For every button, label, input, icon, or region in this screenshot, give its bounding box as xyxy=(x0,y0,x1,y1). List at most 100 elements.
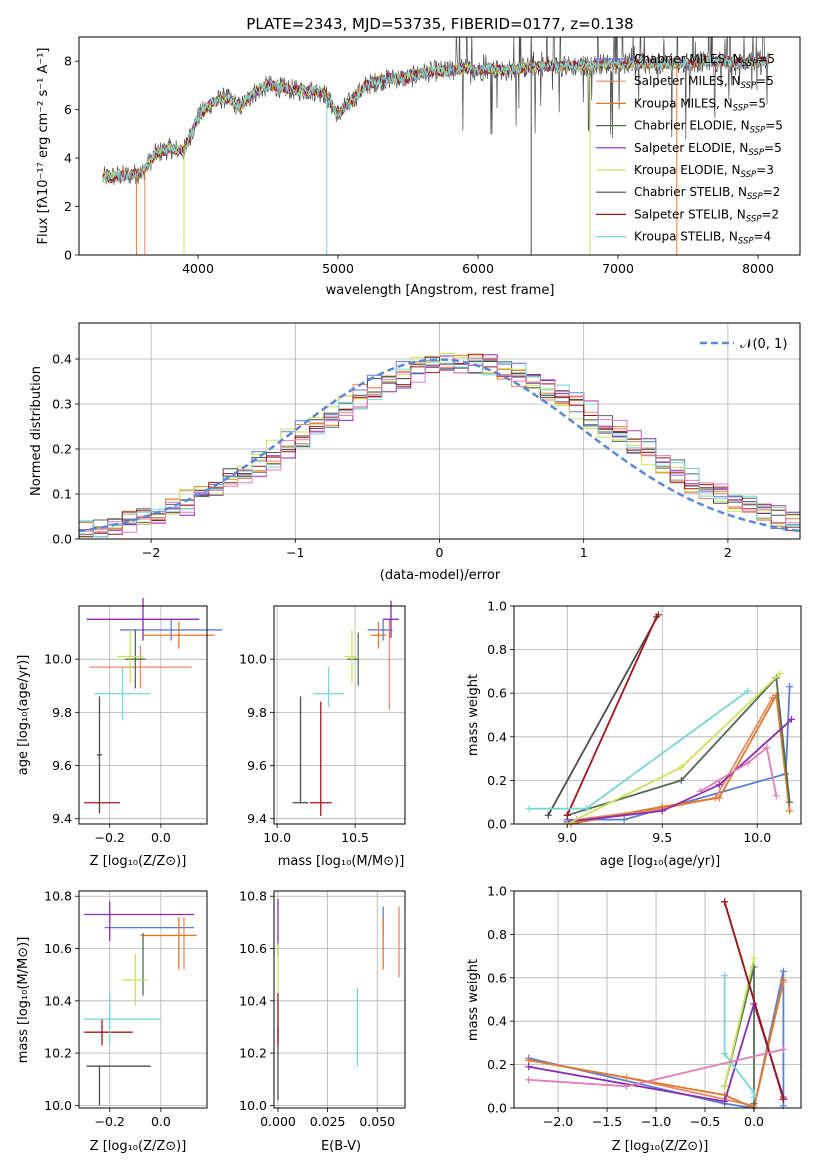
spectrum-ylabel: Flux [fλ10⁻¹⁷ erg cm⁻² s⁻¹ A⁻¹] xyxy=(36,48,51,245)
errorbar-point xyxy=(370,621,387,649)
mass-weight-point xyxy=(787,715,795,723)
y-tick-label: 9.6 xyxy=(247,758,267,773)
mass-weight-point xyxy=(786,683,794,691)
residuals-xlabel: (data-model)/error xyxy=(380,568,501,583)
y-tick-label: 10.4 xyxy=(239,993,267,1008)
x-tick-label: 10.0 xyxy=(743,830,771,845)
errorbar-point xyxy=(143,621,215,649)
y-tick-label: 0 xyxy=(64,248,72,263)
errorbar-point xyxy=(84,901,195,941)
errorbar-point xyxy=(89,645,192,689)
mass-weight-point xyxy=(715,794,723,802)
x-tick-label: −1 xyxy=(286,545,304,560)
y-tick-label: 0.8 xyxy=(487,642,507,657)
residuals-panel: −2 −1 0 1 2 0.0 0.1 0.2 0.3 0.4 (data-model)/erro… xyxy=(29,322,801,583)
x-tick-label: 0 xyxy=(436,545,444,560)
x-tick-label: −0.5 xyxy=(690,1114,720,1129)
mass-weight-point xyxy=(582,805,590,813)
mass-weight-point xyxy=(696,787,704,795)
errorbar-point xyxy=(309,701,332,817)
mass-weight-series xyxy=(723,958,755,1087)
y-tick-label: 0.2 xyxy=(487,1057,507,1072)
mass-weight-point xyxy=(653,613,661,621)
y-tick-label: 0.4 xyxy=(52,352,72,367)
errorbar-point xyxy=(86,1065,151,1106)
x-tick-label: 9.5 xyxy=(652,830,672,845)
mass-weight-point xyxy=(744,759,752,767)
y-tick-label: 10.2 xyxy=(44,1046,72,1061)
histogram-series xyxy=(79,357,800,533)
y-tick-label: 10.6 xyxy=(239,941,267,956)
y-tick-label: 0.2 xyxy=(487,773,507,788)
mass-weight-point xyxy=(779,967,787,975)
mass-weight-vs-Z-panel: −2.0 −1.5 −1.0 −0.5 0.0 0.0 0.2 0.4 0.6 0.8 1.0 Z … xyxy=(466,884,802,1154)
mass-weight-point xyxy=(721,1050,729,1058)
mass-weight-vs-age-panel: 9.0 9.5 10.0 0.0 0.2 0.4 0.6 0.8 1.0 age [log₁₀(… xyxy=(466,599,802,869)
spectrum-title: PLATE=2343, MJD=53735, FIBERID=0177, z=0… xyxy=(246,15,633,33)
x-tick-label: −2.0 xyxy=(543,1114,573,1129)
y-tick-label: 10.6 xyxy=(44,941,72,956)
x-tick-label: 0.050 xyxy=(359,1114,395,1129)
age-vs-mass-panel: 10.0 10.5 9.4 9.6 9.8 10.0 mass [log₁₀(M/M⊙)] xyxy=(239,600,406,869)
spectrum-panel: PLATE=2343, MJD=53735, FIBERID=0177, z=0… xyxy=(36,15,801,298)
x-tick-label: 0.0 xyxy=(151,1114,171,1129)
x-tick-label: −1.5 xyxy=(592,1114,622,1129)
mass-weight-point xyxy=(776,670,784,678)
y-tick-label: 10.0 xyxy=(239,1098,267,1113)
mass-weight-point xyxy=(525,1076,533,1084)
mass-weight-series xyxy=(567,718,793,823)
x-tick-label: 9.0 xyxy=(557,830,577,845)
x-tick-label: 10.0 xyxy=(263,830,291,845)
x-tick-label: 0.000 xyxy=(260,1114,296,1129)
y-tick-label: 0.4 xyxy=(487,729,507,744)
mass-weight-series xyxy=(699,746,778,796)
mass-weight-point xyxy=(721,972,729,980)
mass-weight-point xyxy=(658,807,666,815)
errorbar-point xyxy=(84,1019,133,1046)
histogram-series xyxy=(79,356,800,538)
mass-weight-point xyxy=(677,776,685,784)
y-tick-label: 6 xyxy=(64,102,72,117)
y-tick-label: 10.2 xyxy=(239,1046,267,1061)
y-tick-label: 4 xyxy=(64,151,72,166)
errorbar-point xyxy=(84,992,161,1046)
spectrum-xlabel: wavelength [Angstrom, rest frame] xyxy=(326,283,555,298)
errorbar-point xyxy=(119,619,223,641)
legend-entry: Salpeter STELIB, NSSP=2 xyxy=(634,207,779,224)
mass-weight-point xyxy=(786,807,794,815)
mass-weight-point xyxy=(563,811,571,819)
errorbar-point xyxy=(122,953,149,1007)
errorbar-point xyxy=(96,696,103,814)
y-tick-label: 0.8 xyxy=(487,927,507,942)
mass-weight-point xyxy=(721,898,729,906)
legend-entry: Chabrier STELIB, NSSP=2 xyxy=(634,185,780,202)
x-tick-label: −2 xyxy=(142,545,160,560)
mass-weight-series xyxy=(528,979,785,1110)
errorbar-point xyxy=(367,619,393,641)
mass-weight-vs-Z-xlabel: Z [log₁₀(Z/Z⊙)] xyxy=(612,1139,709,1154)
x-tick-label: 6000 xyxy=(462,261,494,276)
age-vs-Z-xlabel: Z [log₁₀(Z/Z⊙)] xyxy=(90,854,187,869)
mass-weight-series xyxy=(566,672,781,825)
y-tick-label: 0.4 xyxy=(487,1014,507,1029)
mass-vs-EBV-xlabel: E(B-V) xyxy=(321,1139,361,1154)
y-tick-label: 0.0 xyxy=(487,817,507,832)
mass-weight-point xyxy=(750,1093,758,1101)
residuals-legend: 𝒩(0, 1) xyxy=(700,337,787,352)
x-tick-label: 1 xyxy=(580,545,588,560)
y-tick-label: 1.0 xyxy=(487,599,507,614)
legend-entry: Kroupa STELIB, NSSP=4 xyxy=(634,230,771,247)
x-tick-label: 5000 xyxy=(322,261,354,276)
legend-entry: Salpeter ELODIE, NSSP=5 xyxy=(634,141,782,158)
y-tick-label: 0.0 xyxy=(487,1101,507,1116)
mass-weight-point xyxy=(779,1045,787,1053)
mass-weight-point xyxy=(525,1063,533,1071)
mass-weight-series xyxy=(723,975,755,1098)
y-tick-label: 1.0 xyxy=(487,884,507,899)
errorbar-point xyxy=(125,629,146,689)
mass-weight-point xyxy=(750,954,758,962)
y-tick-label: 0.0 xyxy=(52,532,72,547)
mass-weight-point xyxy=(623,1082,631,1090)
y-tick-label: 9.6 xyxy=(52,758,72,773)
mass-weight-series xyxy=(566,616,658,816)
